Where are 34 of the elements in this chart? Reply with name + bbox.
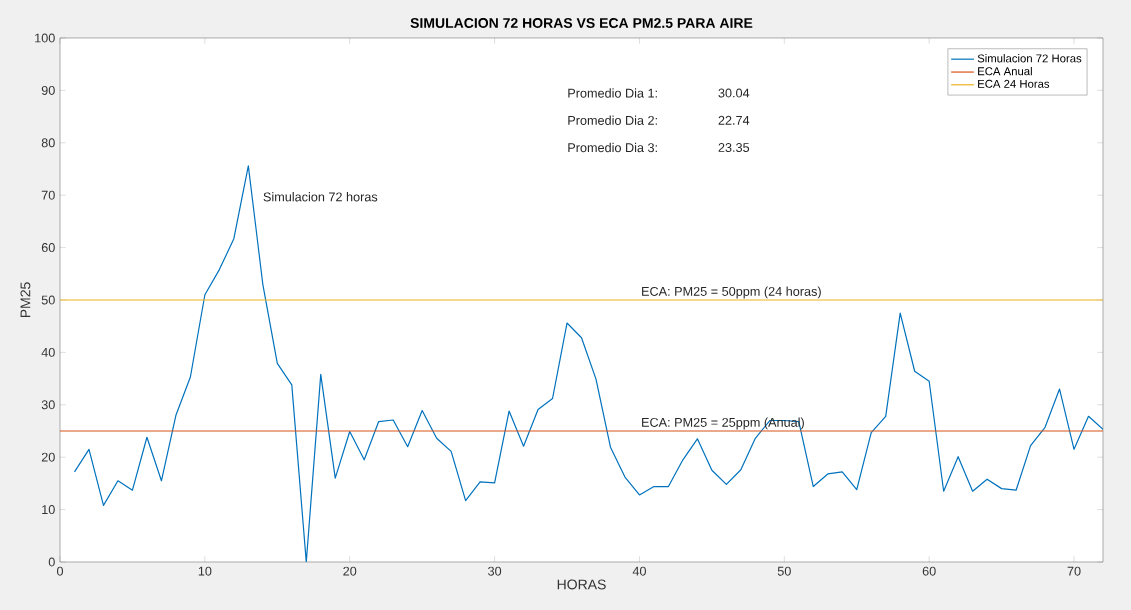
x-tick-label: 70 — [1067, 566, 1081, 576]
x-tick-label: 0 — [56, 566, 64, 576]
x-tick-label: 10 — [198, 566, 212, 576]
x-tick-label: 50 — [777, 566, 791, 576]
y-tick-label: 30 — [41, 400, 55, 410]
y-tick-label: 70 — [41, 190, 55, 200]
x-tick-label: 30 — [488, 566, 502, 576]
y-tick-label: 100 — [35, 33, 55, 43]
legend-label: Simulacion 72 Horas — [977, 54, 1082, 63]
x-tick-label: 40 — [632, 566, 646, 576]
chart-title: SIMULACION 72 HORAS VS ECA PM2.5 PARA AIRE — [410, 18, 753, 28]
y-axis-title: PM25 — [20, 282, 31, 318]
y-tick-label: 0 — [48, 557, 55, 567]
annotation: 22.74 — [718, 115, 750, 125]
annotation: ECA: PM25 = 50ppm (24 horas) — [642, 286, 821, 299]
x-tick-label: 20 — [343, 566, 357, 576]
x-axis-title: HORAS — [557, 579, 606, 590]
y-tick-label: 40 — [41, 347, 55, 357]
annotation: Promedio Dia 3: — [568, 142, 657, 153]
y-tick-label: 80 — [41, 138, 55, 148]
annotation: Promedio Dia 1: — [568, 88, 657, 98]
annotation: Promedio Dia 2: — [568, 115, 657, 125]
y-tick-label: 10 — [42, 505, 55, 515]
y-tick-label: 50 — [41, 295, 55, 305]
annotation: 23.35 — [718, 143, 750, 152]
x-tick-label: 60 — [922, 566, 936, 576]
y-tick-label: 60 — [41, 243, 55, 253]
line-series — [73, 165, 1103, 562]
y-tick-label: 20 — [41, 452, 55, 462]
legend-label: ECA Anual — [978, 66, 1032, 76]
annotation: Simulacion 72 horas — [263, 192, 378, 202]
y-tick-label: 90 — [41, 85, 55, 95]
annotation: 30.04 — [718, 88, 750, 98]
legend-label: ECA 24 Horas — [978, 79, 1050, 88]
